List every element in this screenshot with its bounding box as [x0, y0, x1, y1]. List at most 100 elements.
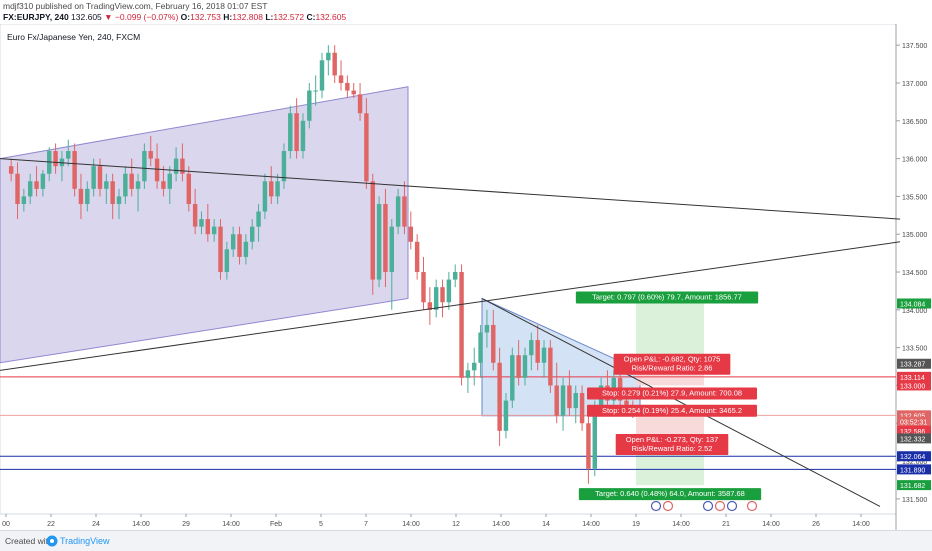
short-stop-label — [587, 387, 757, 400]
candle-body — [402, 196, 407, 227]
trendline-up — [0, 241, 901, 371]
candle-body — [34, 181, 39, 189]
y-tick-label: 131.500 — [902, 497, 927, 504]
short-stop-label-text: Stop: 0.279 (0.21%) 27.9, Amount: 700.08 — [602, 388, 742, 397]
ohlc-close: 132.605 — [315, 12, 347, 22]
candle-body — [357, 94, 363, 114]
ohlc-high: 132.808 — [232, 12, 263, 22]
candle-body — [351, 90, 356, 95]
candle-body — [567, 385, 572, 409]
short-pnl-label — [613, 353, 731, 375]
candle-body — [186, 173, 192, 204]
price-label-text: 133.114 — [900, 375, 925, 382]
candle-body — [237, 234, 242, 257]
y-tick-label: 132.000 — [902, 459, 927, 466]
economic-event-icon — [726, 500, 738, 512]
short-target-label — [575, 291, 759, 304]
candle-body — [53, 151, 58, 167]
candle-body — [579, 393, 585, 424]
candle-body — [427, 302, 433, 310]
x-tick-label: 14:00 — [222, 521, 240, 528]
chart-title: Euro Fx/Japanese Yen, 240, FXCM — [7, 32, 140, 42]
y-tick-label: 134.500 — [902, 270, 927, 277]
short-pnl-label-text: Open P&L: -0.682, Qty: 1075 — [624, 355, 721, 364]
candle-body — [97, 166, 103, 189]
x-tick-label: 14:00 — [492, 521, 510, 528]
price-label-text: 131.890 — [900, 467, 925, 474]
candle-body — [408, 226, 414, 242]
candle-body — [218, 226, 223, 273]
candle-body — [395, 196, 401, 227]
price-label — [897, 380, 931, 391]
price-change: −0.099 (−0.07%) — [114, 12, 179, 22]
price-chart[interactable]: Target: 0.797 (0.60%) 79.7, Amount: 1856… — [0, 24, 932, 530]
x-tick-label: 21 — [722, 521, 730, 528]
candle-body — [529, 340, 534, 356]
candle-body — [148, 151, 153, 159]
y-tick-label: 136.000 — [902, 157, 927, 164]
candle-body — [503, 400, 509, 431]
price-label-text: 133.287 — [900, 362, 925, 369]
ohlc-low: 132.572 — [273, 12, 305, 22]
price-label-text: 131.682 — [900, 483, 925, 490]
triangle-extension-line — [481, 298, 881, 507]
candle-body — [452, 272, 458, 280]
candle-body — [161, 181, 166, 189]
candle-body — [110, 181, 115, 204]
x-tick-label: 22 — [47, 521, 55, 528]
economic-event-icon — [746, 500, 758, 512]
x-tick-label: 12 — [452, 521, 460, 528]
candle-body — [211, 226, 217, 235]
candle-body — [421, 272, 426, 303]
candle-body — [281, 151, 287, 182]
candle-body — [91, 166, 96, 189]
x-tick-label: Feb — [270, 521, 282, 528]
tradingview-brand[interactable]: TradingView — [60, 536, 110, 546]
candle-body — [497, 362, 502, 431]
candle-body — [541, 347, 547, 363]
candle-body — [15, 173, 20, 204]
candle-body — [167, 173, 172, 189]
candle-body — [142, 151, 147, 182]
candle-body — [275, 181, 280, 197]
candle-body — [40, 173, 46, 189]
symbol-name[interactable]: FX:EURJPY, 240 — [3, 12, 69, 22]
price-label — [897, 410, 931, 421]
candle-body — [224, 249, 230, 273]
candle-body — [586, 423, 591, 469]
price-label — [897, 425, 931, 436]
long-pnl-label-text: Risk/Reward Ratio: 2.52 — [632, 444, 713, 453]
candle-body — [66, 151, 71, 159]
author-name[interactable]: mdjf310 — [3, 1, 34, 11]
candle-body — [472, 362, 477, 371]
x-tick-label: 26 — [812, 521, 820, 528]
long-stop-label — [587, 404, 757, 417]
candle-body — [300, 120, 306, 152]
candle-body — [180, 158, 185, 174]
last-price: 132.605 — [71, 12, 102, 22]
symbol-info: FX:EURJPY, 240 132.605 ▼ −0.099 (−0.07%)… — [3, 12, 347, 22]
candle-body — [548, 347, 553, 386]
short-pnl-label-text: Risk/Reward Ratio: 2.86 — [632, 364, 713, 373]
candle-body — [21, 196, 27, 204]
price-label — [897, 371, 931, 382]
price-label-text: 134.084 — [900, 301, 925, 308]
price-label-text: 133.000 — [900, 383, 925, 390]
economic-event-icon — [650, 500, 662, 512]
price-label-text: 132.332 — [900, 436, 925, 443]
down-arrow-icon: ▼ — [104, 12, 113, 22]
x-tick-label: 24 — [92, 521, 100, 528]
candle-body — [370, 181, 375, 280]
candle-body — [459, 272, 464, 378]
candle-body — [332, 52, 337, 76]
short-target-label-text: Target: 0.797 (0.60%) 79.7, Amount: 1856… — [592, 292, 742, 301]
published-text: published on TradingView.com, February 1… — [35, 1, 268, 11]
long-stop-zone — [636, 416, 704, 436]
y-tick-label: 136.500 — [902, 119, 927, 126]
candle-body — [338, 75, 344, 83]
candle-body — [510, 355, 515, 401]
candle-body — [440, 287, 445, 303]
y-tick-label: 134.000 — [902, 308, 927, 315]
x-tick-label: 00 — [2, 521, 10, 528]
y-tick-label: 133.500 — [902, 346, 927, 353]
